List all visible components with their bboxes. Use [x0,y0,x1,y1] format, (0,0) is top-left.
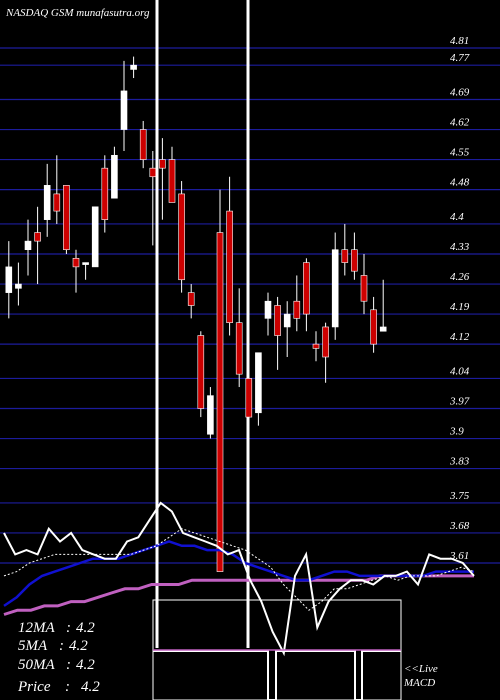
legend-label-50ma: 50MA [18,657,55,673]
ma-dotted-line [3,528,475,611]
candle-body-down [178,193,185,281]
candle-body-down [360,275,368,302]
legend-label-5ma: 5MA [18,638,48,654]
legend-value-price: 4.2 [81,679,100,695]
candle-body-up [15,283,22,289]
y-tick-label: 4.4 [450,211,464,223]
candle-body-down [63,185,70,251]
y-tick-label: 4.33 [450,241,470,253]
legend-sep-5ma: : [59,638,64,654]
moving-averages [3,501,475,657]
candle-body-up [5,266,13,293]
macd-signal-line [153,650,401,700]
candle-body-up [24,240,32,251]
candle-body-up [111,154,118,199]
y-tick-label: 4.69 [450,87,470,99]
y-axis-ticks: 4.81 4.77 4.69 4.62 4.55 4.48 4.4 4.33 4.26 4.19 4… [449,35,470,562]
candles [5,56,387,572]
candle-body-down [245,378,253,418]
candle-body-up [82,262,89,265]
candle-body-down [187,292,195,306]
candle-body-up [120,90,128,130]
y-tick-label: 4.19 [450,301,470,313]
ma-fast-line [3,501,475,657]
legend-value-50ma: 4.2 [76,657,95,673]
candle-body-down [139,129,147,160]
y-tick-label: 4.04 [450,365,470,377]
macd-label-line: <<Live [404,663,438,675]
legend-label-12ma: 12MA [18,620,55,636]
candle-body-up [331,249,339,328]
y-tick-label: 4.77 [450,52,470,64]
candle-body-up [207,395,214,435]
y-tick-label: 4.55 [450,147,470,159]
candle-body-down [303,262,310,315]
y-tick-label: 4.48 [450,177,470,189]
legend-sep-50ma: : [66,657,71,673]
candle-body-up [255,352,262,414]
candle-body-down [312,343,320,349]
candle-body-down [351,249,358,272]
y-tick-label: 3.68 [449,520,470,532]
candle-body-down [322,326,329,358]
candle-body-down [197,335,205,409]
candle-body-down [168,159,176,203]
y-tick-label: 4.62 [450,117,470,129]
candle-body-up [43,185,51,220]
candle-body-down [159,159,166,169]
macd-label-line: MACD [403,677,435,689]
candle-body-down [293,300,301,319]
y-tick-label: 3.83 [449,456,470,468]
y-tick-label: 4.26 [450,271,470,283]
y-tick-label: 4.12 [450,331,470,343]
watermark: NASDAQ GSM munafasutra.org [5,7,150,19]
y-tick-label: 3.75 [449,490,470,502]
candle-body-down [226,210,233,323]
candle-body-up [264,300,272,319]
legend-sep-price: : [65,679,70,695]
candle-body-down [72,257,80,268]
y-tick-label: 3.97 [449,396,470,408]
candle-body-up [379,326,387,332]
candle-body-down [34,232,41,242]
y-tick-label: 3.9 [449,426,464,438]
candle-body-up [91,206,99,268]
candle-body-down [53,193,61,212]
y-tick-label: 4.81 [450,35,469,47]
legend-sep-12ma: : [66,620,71,636]
y-tick-label: 3.61 [449,550,469,562]
candle-body-up [283,313,291,328]
legend-value-5ma: 4.2 [69,638,88,654]
legend-value-12ma: 4.2 [76,620,95,636]
candle-body-down [341,249,349,263]
legend: 12MA : 4.2 5MA : 4.2 50MA : 4.2 Price : … [17,620,100,695]
candle-body-down [274,305,281,336]
candle-body-down [149,167,157,178]
candle-body-down [101,167,109,220]
vertical-markers [155,0,250,648]
candle-body-down [235,322,243,375]
legend-label-price: Price [17,679,51,695]
macd-label: <<Live MACD [403,663,438,689]
candle-body-down [216,232,224,572]
macd-panel [152,599,402,700]
candle-body-up [130,64,137,70]
candle-body-down [370,309,377,345]
